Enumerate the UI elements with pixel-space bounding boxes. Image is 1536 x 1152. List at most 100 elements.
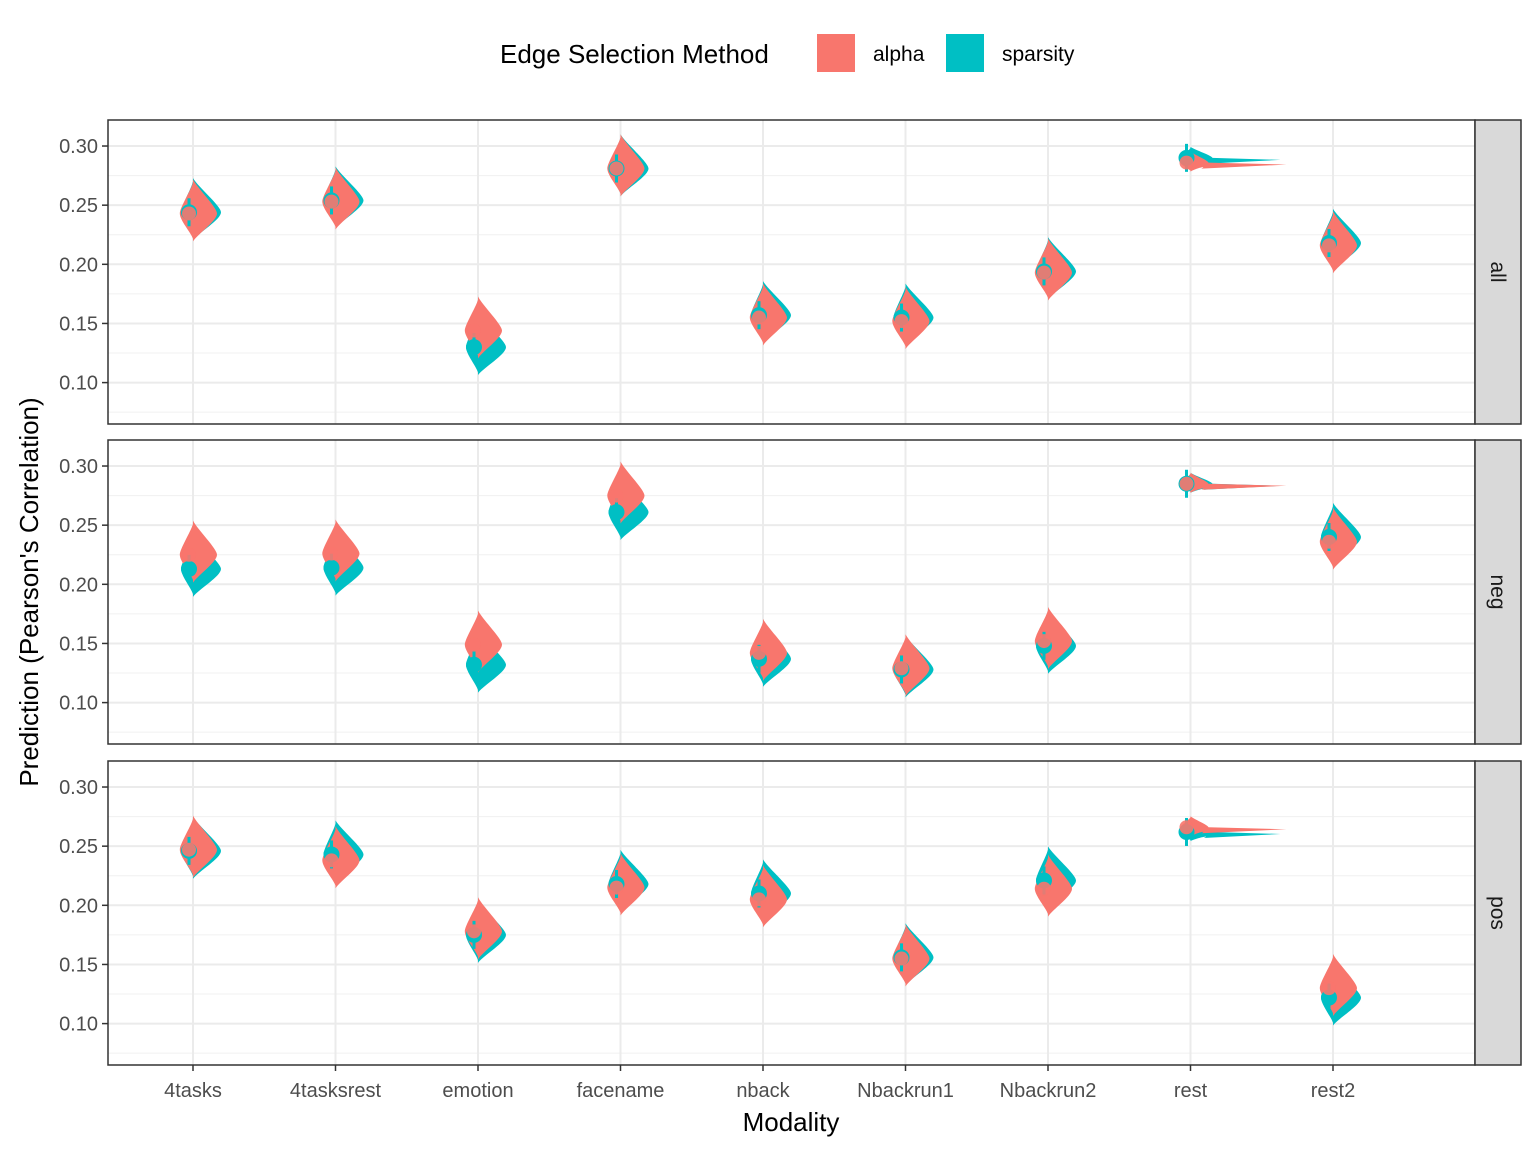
alpha-median-point-emotion — [467, 924, 481, 939]
facet-strip — [1474, 439, 1522, 745]
alpha-median-point-facename — [609, 488, 624, 503]
y-tick-label: 0.15 — [59, 954, 98, 976]
alpha-median-point-rest — [1179, 155, 1194, 170]
alpha-median-point-4tasksrest — [324, 194, 339, 209]
alpha-median-point-4tasksrest — [324, 546, 339, 561]
panel-background — [108, 120, 1475, 424]
panel-pos: 0.10 0.15 0.20 0.25 0.30 pos — [59, 760, 1522, 1066]
violin-alpha-rest — [1190, 472, 1287, 493]
violin-alpha-4tasksrest — [335, 167, 360, 230]
facet-strip — [1474, 119, 1522, 425]
violin-alpha-rest — [1190, 816, 1287, 837]
violin-sparsity-rest — [1190, 146, 1281, 167]
alpha-median-point-Nbackrun1 — [894, 951, 909, 966]
alpha-median-point-emotion — [467, 323, 481, 338]
y-tick-label: 0.15 — [59, 633, 98, 655]
violin-alpha-Nbackrun1 — [905, 634, 930, 697]
violin-alpha-rest2 — [1333, 954, 1357, 1017]
alpha-median-point-rest — [1179, 820, 1194, 835]
alpha-median-point-rest — [1179, 476, 1194, 491]
x-tick-label: Nbackrun2 — [1000, 1080, 1097, 1102]
sparsity-median-point-4tasksrest — [323, 559, 340, 576]
alpha-median-point-Nbackrun1 — [894, 661, 909, 676]
violin-alpha-emotion — [478, 610, 502, 673]
legend-label-sparsity: sparsity — [1002, 43, 1075, 66]
alpha-median-point-Nbackrun2 — [1037, 265, 1051, 280]
y-tick-label: 0.20 — [59, 254, 98, 276]
y-tick-label: 0.20 — [59, 574, 98, 596]
y-tick-label: 0.25 — [59, 515, 98, 537]
violin-alpha-nback — [763, 865, 787, 928]
alpha-median-point-4tasksrest — [324, 853, 339, 868]
violin-alpha-Nbackrun1 — [905, 286, 930, 349]
x-tick-label: facename — [577, 1080, 665, 1102]
legend-swatch-alpha — [817, 34, 855, 72]
violin-alpha-nback — [763, 618, 787, 681]
alpha-median-point-Nbackrun2 — [1037, 881, 1051, 896]
facet-strip — [1474, 760, 1522, 1066]
alpha-median-point-rest2 — [1322, 534, 1336, 549]
y-axis-title: Prediction (Pearson's Correlation) — [14, 397, 44, 786]
panels: 0.100.150.200.250.30all0.100.150.200.250… — [59, 119, 1522, 1066]
legend-title: Edge Selection Method — [500, 39, 769, 69]
facet-strip-label: pos — [1486, 896, 1509, 930]
alpha-median-point-4tasks — [182, 206, 196, 221]
alpha-median-point-4tasks — [182, 842, 196, 857]
violin-alpha-Nbackrun2 — [1048, 854, 1072, 917]
panel-background — [108, 761, 1475, 1065]
violin-alpha-Nbackrun1 — [905, 924, 930, 987]
sparsity-median-point-emotion — [466, 656, 482, 673]
legend: Edge Selection Method alpha sparsity — [500, 34, 1075, 72]
violin-alpha-Nbackrun2 — [1048, 606, 1072, 669]
y-tick-label: 0.30 — [59, 777, 98, 799]
y-tick-label: 0.20 — [59, 895, 98, 917]
panel-neg: 0.10 0.15 0.20 0.25 0.30 neg — [59, 439, 1522, 745]
alpha-median-point-rest2 — [1322, 238, 1336, 253]
alpha-median-point-4tasks — [182, 547, 196, 562]
x-tick-label: nback — [736, 1080, 790, 1102]
alpha-median-point-facename — [609, 880, 624, 895]
x-axis: 4tasks 4tasksrest emotion facename nback Nbac… — [164, 1065, 1355, 1102]
x-tick-label: Nbackrun1 — [857, 1080, 954, 1102]
alpha-median-point-nback — [752, 310, 766, 325]
y-tick-label: 0.15 — [59, 313, 98, 335]
y-tick-label: 0.25 — [59, 836, 98, 858]
violin-alpha-4tasksrest — [335, 519, 360, 582]
x-tick-label: 4tasksrest — [290, 1080, 382, 1102]
alpha-median-point-facename — [609, 161, 624, 176]
y-tick-label: 0.30 — [59, 136, 98, 158]
y-tick-label: 0.25 — [59, 195, 98, 217]
facet-strip-label: neg — [1486, 574, 1509, 609]
violin-alpha-4tasksrest — [335, 826, 360, 889]
sparsity-median-point-4tasks — [181, 560, 197, 577]
y-tick-label: 0.10 — [59, 373, 98, 395]
x-axis-title: Modality — [743, 1107, 840, 1137]
violin-alpha-facename — [620, 853, 645, 916]
violin-alpha-rest2 — [1333, 211, 1357, 274]
sparsity-median-point-facename — [608, 504, 625, 521]
violin-alpha-Nbackrun2 — [1048, 238, 1072, 301]
violin-alpha-facename — [620, 134, 645, 197]
legend-label-alpha: alpha — [873, 43, 925, 66]
alpha-median-point-nback — [752, 892, 766, 907]
x-tick-label: 4tasks — [164, 1080, 222, 1102]
facet-strip-label: all — [1486, 261, 1509, 282]
x-tick-label: rest2 — [1311, 1080, 1355, 1102]
violin-alpha-emotion — [478, 897, 502, 960]
alpha-median-point-Nbackrun1 — [894, 314, 909, 329]
sparsity-median-point-emotion — [466, 339, 482, 356]
violin-alpha-4tasks — [193, 179, 217, 242]
x-tick-label: rest — [1174, 1080, 1208, 1102]
x-tick-label: emotion — [442, 1080, 513, 1102]
alpha-median-point-Nbackrun2 — [1037, 634, 1051, 649]
y-tick-label: 0.10 — [59, 1014, 98, 1036]
y-tick-label: 0.10 — [59, 693, 98, 715]
alpha-median-point-rest2 — [1322, 981, 1336, 996]
panel-all: 0.10 0.15 0.20 0.25 0.30 all — [59, 119, 1522, 425]
violin-alpha-4tasks — [193, 815, 217, 878]
violin-alpha-4tasks — [193, 520, 217, 583]
violin-alpha-rest — [1190, 151, 1287, 172]
violin-alpha-rest2 — [1333, 507, 1357, 570]
alpha-median-point-nback — [752, 645, 766, 660]
